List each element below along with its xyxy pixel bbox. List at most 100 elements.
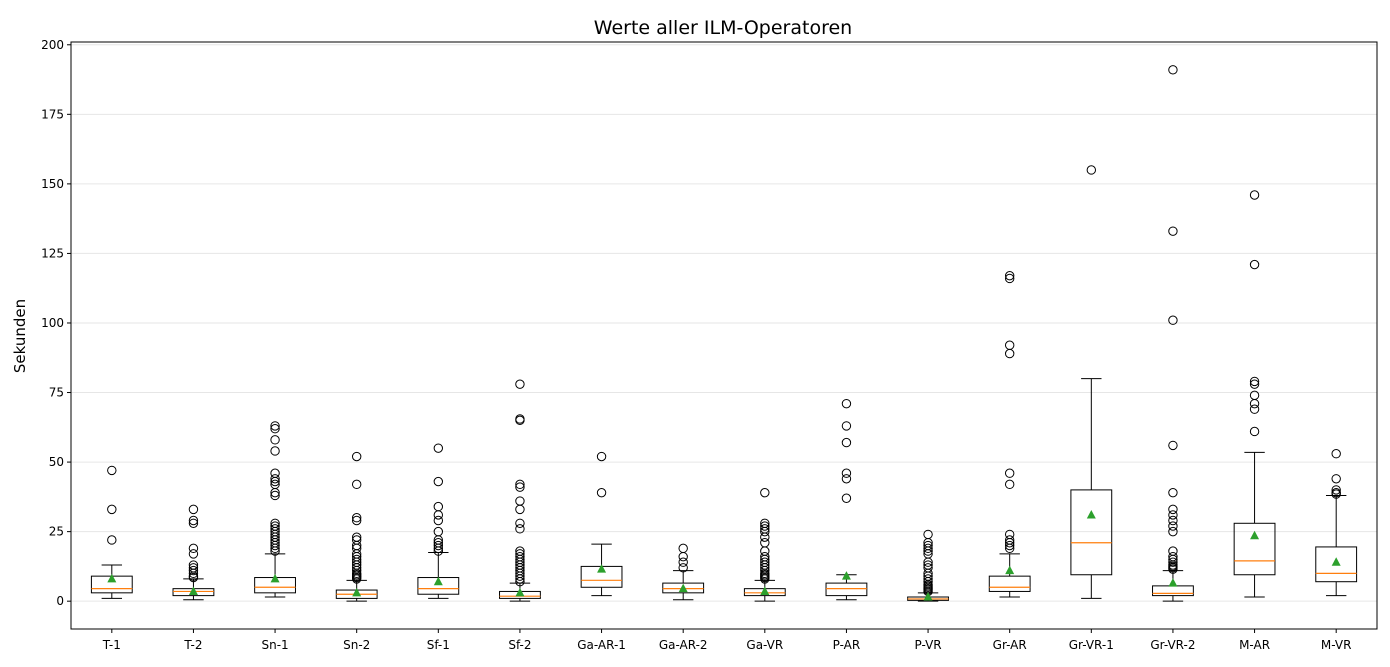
outlier-point: [760, 524, 770, 534]
grid-lines: [71, 44, 1377, 602]
x-tick-label: M-AR: [1239, 638, 1270, 652]
box-m-ar: [1233, 190, 1276, 598]
outlier-point: [270, 421, 280, 431]
box-series: [90, 65, 1358, 602]
outlier-point: [188, 565, 199, 576]
outlier-point: [1331, 485, 1341, 495]
mean-marker: [597, 564, 607, 573]
outlier-point: [1168, 504, 1178, 515]
outlier-point: [1168, 551, 1178, 562]
outlier-point: [596, 451, 607, 462]
outlier-point: [433, 501, 444, 512]
outlier-point: [1249, 259, 1260, 270]
x-tick-label: T-2: [183, 638, 202, 652]
outlier-point: [188, 518, 199, 528]
x-tick-label: Gr-AR: [993, 638, 1027, 652]
outlier-point: [351, 554, 362, 565]
outlier-point: [351, 532, 362, 542]
outlier-point: [107, 504, 117, 515]
box-t-1: [90, 465, 133, 599]
x-axis: T-1 T-2 Sn-1 Sn-2 Sf-1 Sf-2 Ga-AR-1 Ga-AR-2 Ga-V…: [102, 629, 1352, 652]
outlier-point: [1168, 526, 1178, 537]
outlier-point: [760, 538, 770, 548]
iqr-box: [1070, 489, 1113, 576]
x-tick-label: Gr-VR-1: [1069, 638, 1114, 652]
y-tick-label: 100: [41, 316, 64, 330]
outlier-point: [923, 540, 933, 551]
outlier-point: [515, 518, 525, 528]
iqr-box: [988, 575, 1031, 592]
outlier-point: [515, 379, 525, 389]
outlier-point: [1004, 535, 1015, 545]
box-gr-vr-2: [1152, 65, 1194, 602]
x-tick-label: Sf-1: [427, 638, 450, 652]
box-p-ar: [825, 398, 868, 601]
x-tick-label: Sn-2: [343, 638, 370, 652]
y-tick-label: 150: [41, 177, 64, 191]
outlier-point: [433, 526, 444, 537]
x-tick-label: Gr-VR-2: [1150, 638, 1195, 652]
mean-marker: [1168, 578, 1178, 587]
outlier-point: [923, 529, 933, 540]
box-sf-2: [499, 379, 541, 602]
outlier-point: [760, 518, 770, 528]
outlier-point: [515, 414, 525, 424]
outlier-point: [1249, 190, 1260, 200]
y-tick-label: 125: [41, 246, 64, 260]
outlier-point: [1004, 479, 1015, 490]
mean-marker: [841, 571, 851, 580]
outlier-point: [1004, 273, 1015, 284]
outlier-point: [1249, 379, 1260, 389]
mean-marker: [270, 573, 280, 583]
outlier-point: [1086, 165, 1097, 175]
outlier-point: [923, 543, 933, 554]
outlier-point: [515, 496, 525, 506]
outlier-point: [760, 557, 770, 567]
outlier-point: [923, 560, 933, 570]
outlier-point: [1168, 440, 1178, 451]
outlier-point: [1004, 340, 1015, 350]
mean-marker: [515, 587, 525, 597]
box-ga-vr: [743, 487, 786, 602]
x-tick-label: Ga-AR-2: [659, 638, 708, 652]
box-p-vr: [907, 529, 949, 602]
plot-area-frame: [70, 41, 1378, 630]
outlier-point: [1004, 468, 1015, 478]
iqr-box: [1233, 522, 1276, 576]
outlier-point: [1168, 546, 1178, 556]
outlier-point: [1168, 515, 1178, 526]
outlier-point: [270, 479, 280, 490]
y-axis-title: Sekunden: [11, 299, 29, 373]
outlier-point: [678, 543, 688, 554]
outlier-point: [351, 535, 362, 545]
mean-marker: [433, 576, 443, 586]
box-m-vr: [1315, 449, 1358, 597]
outlier-point: [1331, 474, 1341, 484]
outlier-point: [107, 465, 117, 476]
box-sf-1: [417, 443, 460, 599]
outlier-point: [1004, 270, 1015, 281]
outlier-point: [1168, 65, 1178, 75]
outlier-point: [107, 535, 117, 545]
outlier-point: [1249, 390, 1260, 401]
outlier-point: [515, 549, 525, 559]
outlier-point: [841, 398, 852, 409]
outlier-point: [841, 468, 852, 478]
outlier-point: [1331, 449, 1341, 459]
outlier-point: [1249, 404, 1260, 414]
outlier-point: [188, 543, 199, 554]
outlier-point: [841, 437, 852, 448]
mean-marker: [1005, 565, 1015, 575]
outlier-point: [1249, 376, 1260, 387]
x-tick-label: M-VR: [1321, 638, 1352, 652]
outlier-point: [841, 474, 852, 484]
outlier-point: [270, 490, 280, 501]
y-tick-label: 50: [49, 455, 64, 469]
outlier-point: [1168, 557, 1178, 567]
x-tick-label: Sn-1: [261, 638, 288, 652]
outlier-point: [515, 551, 525, 562]
mean-marker: [188, 586, 198, 595]
outlier-point: [596, 487, 607, 498]
outlier-point: [678, 563, 688, 573]
